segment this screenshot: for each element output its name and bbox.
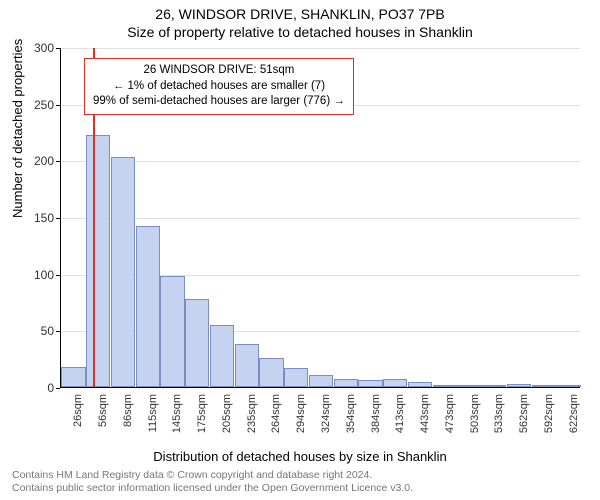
histogram-bar	[457, 385, 481, 387]
histogram-bar	[433, 385, 457, 387]
histogram-bar	[309, 375, 333, 387]
x-axis-label: Distribution of detached houses by size …	[0, 449, 600, 464]
chart-container: 26, WINDSOR DRIVE, SHANKLIN, PO37 7PB Si…	[0, 0, 600, 500]
x-tick-label: 324sqm	[320, 394, 332, 444]
gridline	[61, 48, 580, 49]
histogram-bar	[185, 299, 209, 387]
footer-attribution: Contains HM Land Registry data © Crown c…	[12, 469, 413, 496]
histogram-bar	[556, 385, 580, 387]
x-tick-label: 56sqm	[97, 394, 109, 444]
x-tick-label: 264sqm	[270, 394, 282, 444]
histogram-bar	[284, 368, 308, 387]
y-tick-mark	[56, 105, 60, 106]
y-tick-label: 300	[14, 41, 54, 55]
y-tick-label: 100	[14, 268, 54, 282]
histogram-bar	[532, 385, 556, 387]
y-tick-label: 150	[14, 211, 54, 225]
y-tick-label: 250	[14, 98, 54, 112]
y-axis-label: Number of detached properties	[10, 39, 25, 218]
histogram-bar	[136, 226, 160, 387]
histogram-bar	[160, 276, 184, 387]
x-tick-label: 205sqm	[221, 394, 233, 444]
y-tick-label: 50	[14, 324, 54, 338]
annotation-line: 99% of semi-detached houses are larger (…	[93, 94, 345, 110]
x-tick-label: 26sqm	[72, 394, 84, 444]
chart-subtitle: Size of property relative to detached ho…	[0, 24, 600, 40]
y-tick-mark	[56, 331, 60, 332]
y-tick-mark	[56, 48, 60, 49]
y-tick-label: 0	[14, 381, 54, 395]
histogram-bar	[61, 367, 85, 387]
x-tick-label: 115sqm	[147, 394, 159, 444]
x-tick-label: 592sqm	[543, 394, 555, 444]
histogram-bar	[408, 382, 432, 387]
histogram-bar	[235, 344, 259, 387]
x-tick-label: 533sqm	[493, 394, 505, 444]
x-tick-label: 622sqm	[568, 394, 580, 444]
histogram-bar	[210, 325, 234, 387]
y-tick-label: 200	[14, 154, 54, 168]
footer-line-1: Contains HM Land Registry data © Crown c…	[12, 469, 413, 483]
x-tick-label: 413sqm	[394, 394, 406, 444]
histogram-bar	[86, 135, 110, 387]
annotation-box: 26 WINDSOR DRIVE: 51sqm← 1% of detached …	[84, 58, 354, 115]
x-tick-label: 145sqm	[171, 394, 183, 444]
x-tick-label: 86sqm	[122, 394, 134, 444]
y-tick-mark	[56, 275, 60, 276]
histogram-bar	[358, 380, 382, 387]
x-tick-label: 384sqm	[370, 394, 382, 444]
histogram-bar	[111, 157, 135, 387]
histogram-bar	[507, 384, 531, 387]
x-tick-label: 294sqm	[295, 394, 307, 444]
histogram-bar	[259, 358, 283, 387]
histogram-bar	[482, 385, 506, 387]
histogram-bar	[383, 379, 407, 387]
x-tick-label: 235sqm	[246, 394, 258, 444]
y-tick-mark	[56, 161, 60, 162]
y-tick-mark	[56, 388, 60, 389]
annotation-line: ← 1% of detached houses are smaller (7)	[93, 79, 345, 95]
annotation-line: 26 WINDSOR DRIVE: 51sqm	[93, 63, 345, 79]
x-tick-label: 562sqm	[518, 394, 530, 444]
x-tick-label: 503sqm	[469, 394, 481, 444]
x-tick-label: 175sqm	[196, 394, 208, 444]
x-tick-label: 443sqm	[419, 394, 431, 444]
x-tick-label: 473sqm	[444, 394, 456, 444]
gridline	[61, 161, 580, 162]
y-tick-mark	[56, 218, 60, 219]
x-tick-label: 354sqm	[345, 394, 357, 444]
histogram-bar	[334, 379, 358, 387]
chart-title-address: 26, WINDSOR DRIVE, SHANKLIN, PO37 7PB	[0, 6, 600, 22]
footer-line-2: Contains public sector information licen…	[12, 482, 413, 496]
gridline	[61, 218, 580, 219]
